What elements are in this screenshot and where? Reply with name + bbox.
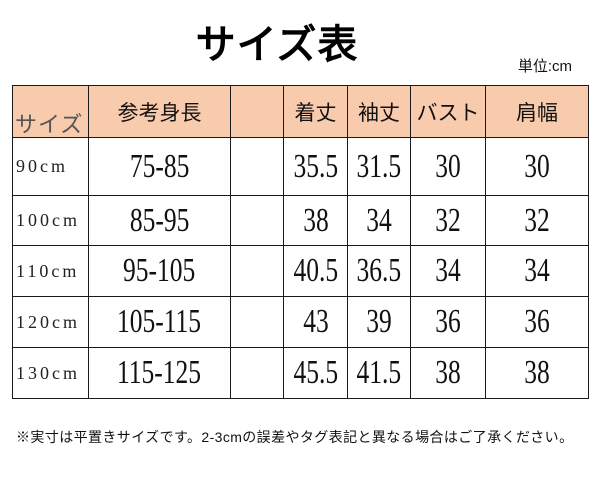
shoulder-width-value: 38 [524, 354, 550, 391]
bust-value: 30 [435, 147, 461, 185]
header-shoulder-width: 肩幅 [486, 86, 589, 138]
bust-cell: 34 [411, 246, 486, 297]
bust-value: 36 [435, 303, 461, 340]
size-cell: 120cm [13, 297, 89, 348]
bust-cell: 32 [411, 196, 486, 246]
header-sleeve-length: 袖丈 [348, 86, 411, 138]
length-cell: 43 [284, 297, 348, 348]
reference-height-value: 95-105 [123, 252, 196, 289]
size-cell: 100cm [13, 196, 89, 246]
bust-cell: 36 [411, 297, 486, 348]
sleeve-length-value: 31.5 [356, 147, 402, 185]
reference-height-cell: 95-105 [89, 246, 231, 297]
length-cell: 40.5 [284, 246, 348, 297]
bust-value: 32 [435, 201, 461, 239]
reference-height-value: 105-115 [117, 303, 202, 340]
length-value: 35.5 [293, 147, 338, 185]
header-blank-cell [231, 86, 284, 138]
shoulder-width-cell: 38 [486, 348, 589, 399]
length-value: 43 [302, 303, 329, 340]
footnote: ※実寸は平置きサイズです。2-3cmの誤差やタグ表記と異なる場合はご了承ください… [16, 429, 574, 445]
length-cell: 45.5 [284, 348, 348, 399]
header-length: 着丈 [284, 86, 348, 138]
blank-cell [231, 297, 284, 348]
bust-value: 38 [435, 354, 461, 391]
size-cell: 90cm [13, 138, 89, 196]
length-cell: 38 [284, 196, 348, 246]
shoulder-width-cell: 34 [486, 246, 589, 297]
sleeve-length-cell: 36.5 [348, 246, 411, 297]
page-title: サイズ表 [195, 21, 359, 68]
blank-cell [231, 138, 284, 196]
length-value: 38 [302, 201, 329, 239]
header-bust: バスト [411, 86, 486, 138]
length-value: 40.5 [293, 252, 338, 289]
size-cell: 110cm [13, 246, 89, 297]
shoulder-width-value: 32 [524, 201, 550, 239]
reference-height-cell: 105-115 [89, 297, 231, 348]
sleeve-length-value: 39 [366, 303, 392, 340]
size-cell: 130cm [13, 348, 89, 399]
blank-cell [231, 196, 284, 246]
sleeve-length-cell: 31.5 [348, 138, 411, 196]
sleeve-length-value: 34 [366, 201, 392, 239]
bust-cell: 30 [411, 138, 486, 196]
shoulder-width-cell: 32 [486, 196, 589, 246]
blank-cell [231, 348, 284, 399]
shoulder-width-cell: 36 [486, 297, 589, 348]
length-cell: 35.5 [284, 138, 348, 196]
reference-height-value: 85-95 [129, 201, 190, 239]
shoulder-width-value: 36 [524, 303, 550, 340]
shoulder-width-value: 34 [524, 252, 550, 289]
sleeve-length-cell: 34 [348, 196, 411, 246]
bust-cell: 38 [411, 348, 486, 399]
sleeve-length-cell: 39 [348, 297, 411, 348]
reference-height-cell: 85-95 [89, 196, 231, 246]
shoulder-width-value: 30 [524, 147, 550, 185]
reference-height-value: 75-85 [129, 147, 190, 185]
reference-height-value: 115-125 [117, 354, 202, 391]
size-table: サイズ 参考身長 着丈 袖丈 バスト 肩幅 90cm 75-85 35.5 31… [12, 85, 589, 399]
sleeve-length-value: 36.5 [356, 252, 402, 289]
reference-height-cell: 75-85 [89, 138, 231, 196]
blank-cell [231, 246, 284, 297]
sleeve-length-value: 41.5 [356, 354, 402, 391]
shoulder-width-cell: 30 [486, 138, 589, 196]
unit-label: 単位:cm [517, 58, 572, 75]
bust-value: 34 [435, 252, 461, 289]
sleeve-length-cell: 41.5 [348, 348, 411, 399]
reference-height-cell: 115-125 [89, 348, 231, 399]
length-value: 45.5 [293, 354, 338, 391]
header-reference-height: 参考身長 [89, 86, 231, 138]
header-size: サイズ [13, 86, 89, 138]
